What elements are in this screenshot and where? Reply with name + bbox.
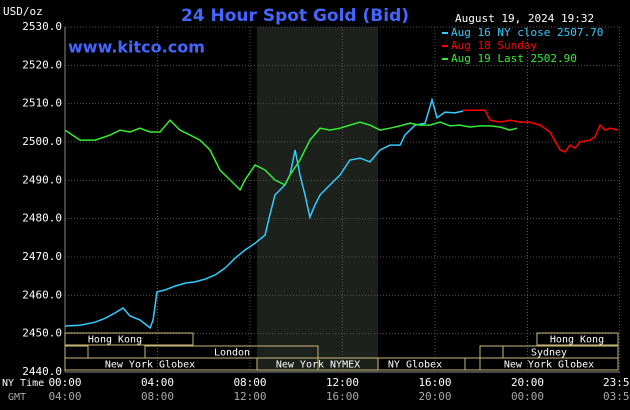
x2-tick-label: 16:00	[326, 390, 359, 403]
timestamp: August 19, 2024 19:32	[455, 12, 594, 25]
chart-title: 24 Hour Spot Gold (Bid)	[181, 6, 409, 26]
y-tick-label: 2480.0	[22, 212, 62, 225]
legend-label: Aug 18 Sunday	[451, 39, 537, 52]
session-label: New York Globex	[105, 360, 195, 371]
session-box	[64, 357, 319, 371]
x-tick-label: 16:00	[418, 376, 451, 389]
y-tick-label: 2490.0	[22, 173, 62, 186]
x2-tick-label: 03:59	[603, 390, 630, 403]
y-tick-label: 2500.0	[22, 135, 62, 148]
x-tick-label: 04:00	[141, 376, 174, 389]
series-line	[64, 97, 464, 330]
y-tick-label: 2530.0	[22, 20, 62, 33]
website: www.kitco.com	[68, 38, 205, 57]
session-box	[536, 332, 619, 346]
x2-tick-label: 20:00	[418, 390, 451, 403]
y-tick-label: 2520.0	[22, 58, 62, 71]
y-tick-label: 2440.0	[22, 365, 62, 378]
x2-tick-label: 08:00	[141, 390, 174, 403]
session-label: NY Globex	[388, 360, 442, 371]
series-line	[463, 109, 619, 153]
session-label: Hong Kong	[88, 335, 142, 346]
x2-tick-label: 04:00	[48, 390, 81, 403]
session-box	[64, 332, 194, 346]
x-tick-label: 08:00	[233, 376, 266, 389]
session-label: Sydney	[531, 348, 567, 359]
y-tick-label: 2470.0	[22, 250, 62, 263]
legend-label: Aug 19 Last 2502.90	[451, 52, 577, 65]
session-box	[479, 357, 619, 371]
legend-label: Aug 16 NY close 2507.70	[451, 26, 603, 39]
x-tick-label: 00:00	[48, 376, 81, 389]
session-box	[377, 357, 466, 371]
session-label: New York Globex	[504, 360, 594, 371]
y-tick-label: 2510.0	[22, 97, 62, 110]
x2-tick-label: 00:00	[511, 390, 544, 403]
x2-tick-label: 12:00	[233, 390, 266, 403]
series-line	[64, 119, 518, 192]
x-tick-label: 20:00	[511, 376, 544, 389]
session-label: New York NYMEX	[276, 360, 360, 371]
session-label: Hong Kong	[550, 335, 604, 346]
y-tick-label: 2450.0	[22, 327, 62, 340]
y-tick-label: 2460.0	[22, 288, 62, 301]
y-unit: USD/oz	[3, 5, 43, 18]
x-tick-label: 12:00	[326, 376, 359, 389]
x-axis-label: NY Time	[2, 378, 44, 389]
session-label: London	[214, 348, 250, 359]
x2-axis-label: GMT	[8, 392, 26, 403]
x-tick-label: 23:59	[603, 376, 630, 389]
